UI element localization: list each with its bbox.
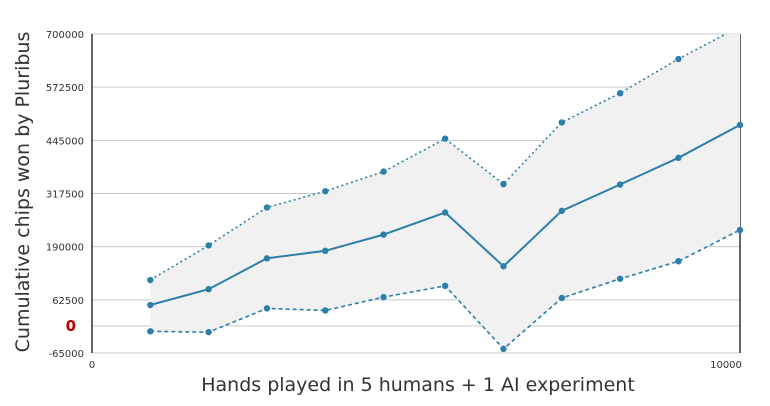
y-tick-label: 62500 [52, 296, 84, 307]
data-point-upper [675, 55, 682, 63]
y-tick-label: 572500 [46, 83, 84, 94]
data-point-lower [500, 345, 507, 353]
y-tick-label: 190000 [46, 243, 84, 254]
data-point-lower [147, 328, 154, 335]
x-tick-labels: 0 10000 [89, 360, 742, 371]
x-axis-title: Hands played in 5 humans + 1 AI experime… [201, 374, 635, 396]
zero-label: 0 [66, 317, 76, 335]
x-tick-label: 10000 [710, 360, 742, 371]
data-point-mean [500, 263, 507, 270]
data-point-upper [558, 119, 565, 126]
data-point-mean [147, 301, 154, 309]
data-point-mean [675, 154, 682, 162]
y-tick-label: 700000 [46, 30, 84, 41]
data-point-mean [441, 209, 449, 216]
data-point-upper [380, 168, 387, 175]
data-point-lower [441, 282, 449, 290]
data-point-lower [205, 328, 212, 336]
data-points [147, 55, 744, 353]
data-point-lower [616, 275, 624, 282]
data-point-lower [263, 305, 271, 312]
data-point-lower [322, 307, 329, 314]
data-point-mean [380, 231, 387, 238]
data-point-mean [736, 121, 744, 129]
series-line-upper [149, 34, 728, 281]
data-point-lower [558, 294, 565, 302]
data-point-upper [147, 276, 154, 284]
data-point-upper [616, 90, 624, 97]
data-point-upper [441, 135, 449, 142]
data-point-upper [500, 180, 507, 188]
data-point-lower [675, 258, 682, 265]
y-tick-label: -65000 [49, 349, 84, 360]
data-point-mean [205, 286, 212, 293]
y-tick-labels: 700000 572500 445000 317500 190000 62500 -6500… [46, 30, 84, 360]
y-tick-label: 445000 [46, 136, 84, 147]
data-point-mean [558, 207, 565, 215]
data-point-upper [205, 242, 212, 249]
data-point-mean [322, 247, 329, 255]
data-point-lower [736, 226, 744, 234]
x-tick-label: 0 [89, 360, 95, 371]
data-point-lower [380, 293, 387, 301]
data-point-mean [263, 255, 271, 262]
y-tick-label: 317500 [46, 190, 84, 201]
data-point-upper [263, 204, 271, 211]
y-axis-title: Cumulative chips won by Pluribus [12, 32, 34, 353]
data-point-upper [322, 188, 329, 195]
confidence-band [150, 34, 740, 349]
data-point-mean [616, 181, 624, 188]
